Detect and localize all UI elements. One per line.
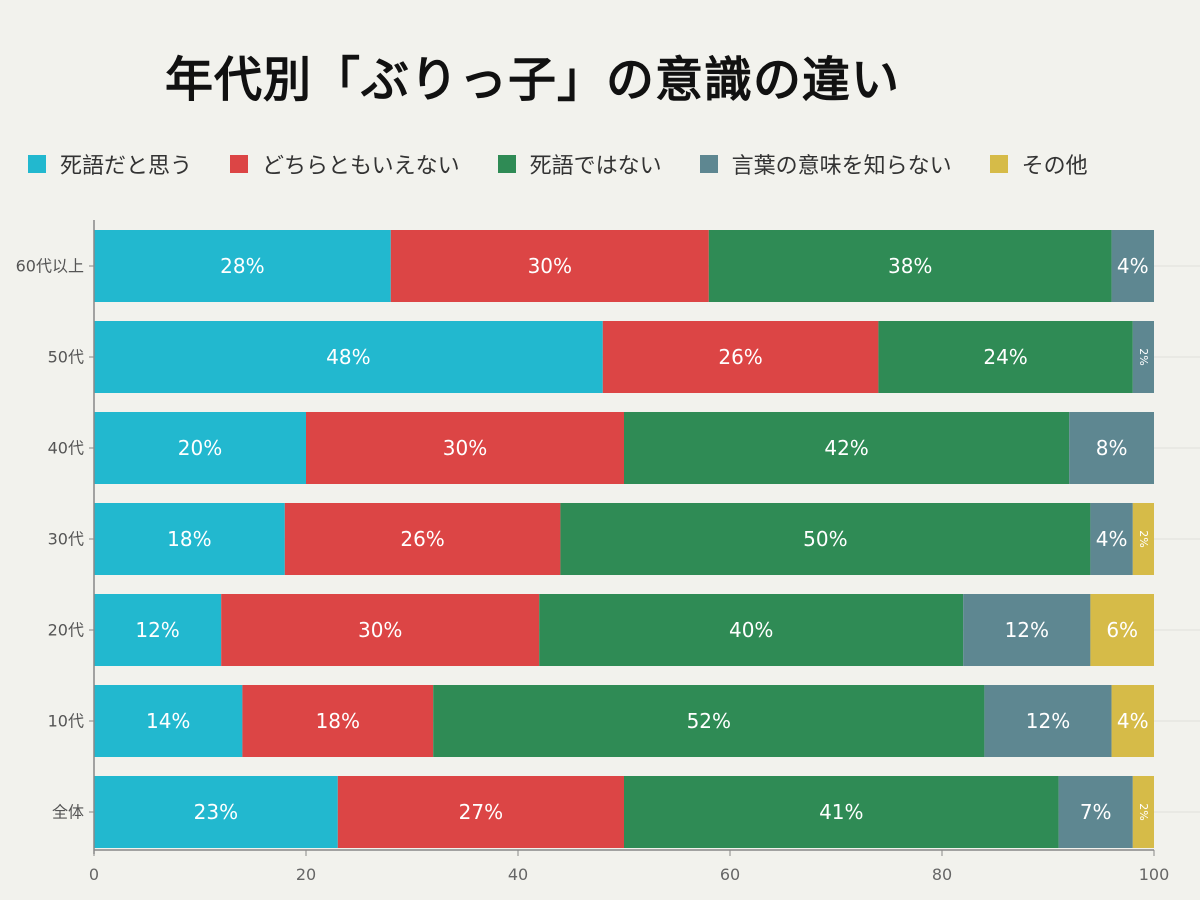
data-label-3-0: 18% <box>167 527 211 551</box>
data-label-6-0: 23% <box>194 800 238 824</box>
data-label-6-1: 27% <box>459 800 503 824</box>
data-label-6-3: 7% <box>1080 800 1112 824</box>
bar-3-1 <box>284 503 561 575</box>
data-label-0-3: 4% <box>1117 254 1149 278</box>
data-label-5-0: 14% <box>146 709 190 733</box>
x-tick-label-5: 100 <box>1139 865 1170 884</box>
data-label-6-4: 2% <box>1137 803 1150 820</box>
bar-1-0 <box>94 321 603 393</box>
data-label-3-3: 4% <box>1096 527 1128 551</box>
data-label-4-1: 30% <box>358 618 402 642</box>
bar-3-3 <box>1090 503 1133 575</box>
category-label-3: 30代 <box>48 530 84 549</box>
bar-4-0 <box>94 594 222 666</box>
bar-0-3 <box>1111 230 1154 302</box>
data-label-3-1: 26% <box>400 527 444 551</box>
legend-swatch-1 <box>230 155 249 173</box>
data-label-2-1: 30% <box>443 436 487 460</box>
bar-0-0 <box>94 230 391 302</box>
bar-4-4 <box>1090 594 1154 666</box>
data-label-4-2: 40% <box>729 618 773 642</box>
legend-item-2: 死語ではない <box>497 148 662 180</box>
chart-title: 年代別「ぶりっ子」の意識の違い <box>165 52 901 108</box>
bar-6-4 <box>1132 776 1154 848</box>
data-label-2-3: 8% <box>1096 436 1128 460</box>
legend-item-3: 言葉の意味を知らない <box>699 148 952 180</box>
data-label-1-1: 26% <box>718 345 762 369</box>
data-label-0-1: 30% <box>528 254 572 278</box>
bar-3-0 <box>94 503 285 575</box>
bar-6-2 <box>624 776 1059 848</box>
legend-swatch-3 <box>699 155 718 173</box>
data-label-4-4: 6% <box>1106 618 1138 642</box>
chart-legend: 死語だと思う どちらともいえない 死語ではない 言葉の意味を知らない その他 <box>28 148 1188 180</box>
category-label-2: 40代 <box>48 439 84 458</box>
bar-2-3 <box>1069 412 1154 484</box>
data-label-4-3: 12% <box>1005 618 1049 642</box>
bar-0-2 <box>708 230 1112 302</box>
x-tick-label-4: 80 <box>932 865 952 884</box>
data-label-4-0: 12% <box>135 618 179 642</box>
legend-label-3: 言葉の意味を知らない <box>731 154 952 179</box>
legend-label-1: どちらともいえない <box>262 154 460 179</box>
category-label-5: 10代 <box>48 712 84 731</box>
x-tick-label-2: 40 <box>508 865 528 884</box>
legend-item-0: 死語だと思う <box>28 148 192 180</box>
legend-swatch-4 <box>989 155 1008 173</box>
legend-swatch-0 <box>28 155 46 173</box>
data-label-5-1: 18% <box>316 709 360 733</box>
data-label-5-2: 52% <box>687 709 731 733</box>
legend-label-4: その他 <box>1021 154 1088 179</box>
data-label-3-2: 50% <box>803 527 847 551</box>
bar-4-2 <box>539 594 964 666</box>
category-label-1: 50代 <box>48 348 84 367</box>
category-label-4: 20代 <box>48 621 84 640</box>
bar-0-1 <box>390 230 709 302</box>
data-label-5-3: 12% <box>1026 709 1070 733</box>
bar-5-4 <box>1111 685 1154 757</box>
bar-4-3 <box>963 594 1091 666</box>
x-tick-label-1: 20 <box>296 865 316 884</box>
data-label-2-2: 42% <box>824 436 868 460</box>
data-label-1-2: 24% <box>983 345 1027 369</box>
data-label-5-4: 4% <box>1117 709 1149 733</box>
category-label-6: 全体 <box>52 803 84 822</box>
data-label-0-0: 28% <box>220 254 264 278</box>
legend-item-1: どちらともいえない <box>230 148 460 180</box>
data-label-1-3: 2% <box>1137 348 1150 365</box>
data-label-3-4: 2% <box>1137 530 1150 547</box>
data-label-0-2: 38% <box>888 254 932 278</box>
legend-label-2: 死語ではない <box>529 154 662 179</box>
bar-6-1 <box>337 776 624 848</box>
data-label-2-0: 20% <box>178 436 222 460</box>
bar-2-2 <box>624 412 1070 484</box>
legend-label-0: 死語だと思う <box>60 154 193 179</box>
bar-4-1 <box>221 594 540 666</box>
bar-5-2 <box>433 685 985 757</box>
bar-2-1 <box>306 412 624 484</box>
bar-1-3 <box>1132 321 1154 393</box>
bar-3-2 <box>560 503 1091 575</box>
bar-6-3 <box>1058 776 1133 848</box>
category-label-0: 60代以上 <box>16 257 84 276</box>
bar-1-2 <box>878 321 1133 393</box>
data-label-6-2: 41% <box>819 800 863 824</box>
bar-5-1 <box>242 685 434 757</box>
bar-3-4 <box>1132 503 1154 575</box>
legend-swatch-2 <box>497 155 516 173</box>
bar-6-0 <box>94 776 338 848</box>
bar-5-3 <box>984 685 1112 757</box>
data-label-1-0: 48% <box>326 345 370 369</box>
bar-1-1 <box>602 321 879 393</box>
bar-2-0 <box>94 412 306 484</box>
legend-item-4: その他 <box>989 148 1088 180</box>
x-tick-label-0: 0 <box>89 865 99 884</box>
bar-5-0 <box>94 685 243 757</box>
x-tick-label-3: 60 <box>720 865 740 884</box>
